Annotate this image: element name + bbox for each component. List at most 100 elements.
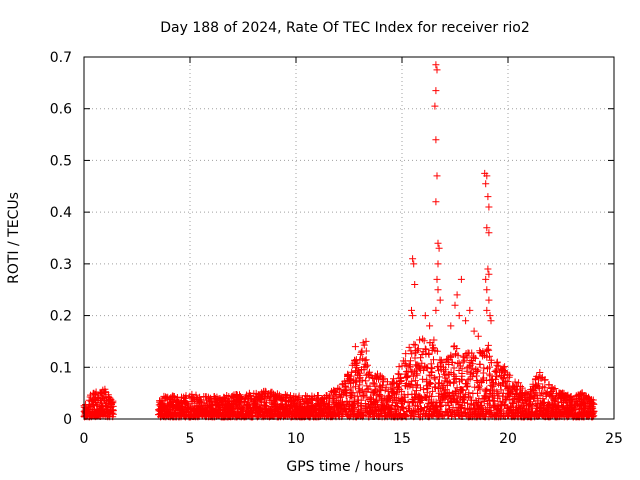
- data-point: [417, 354, 424, 362]
- data-point: [480, 364, 488, 372]
- data-point: [360, 341, 368, 349]
- data-point: [287, 392, 294, 400]
- data-point: [362, 363, 370, 371]
- data-point: [476, 385, 484, 393]
- data-point: [475, 382, 483, 390]
- data-point: [338, 391, 345, 399]
- data-point: [410, 340, 418, 348]
- data-point: [469, 360, 477, 368]
- data-point: [390, 375, 397, 383]
- data-point: [408, 306, 415, 314]
- grid-lines: [84, 57, 614, 419]
- data-point: [413, 387, 420, 395]
- data-point: [170, 393, 178, 400]
- data-point: [433, 347, 441, 355]
- data-point: [397, 377, 405, 385]
- data-point: [578, 389, 586, 397]
- data-point: [359, 392, 367, 400]
- data-point: [408, 377, 416, 385]
- data-point: [436, 296, 444, 304]
- data-point: [517, 383, 525, 390]
- data-point: [401, 398, 408, 406]
- data-point: [441, 365, 449, 373]
- data-point: [577, 390, 585, 398]
- data-point: [426, 322, 434, 330]
- data-point: [504, 378, 512, 385]
- data-point: [454, 351, 462, 359]
- data-point: [332, 392, 340, 400]
- data-point: [431, 102, 439, 110]
- data-point: [357, 401, 365, 409]
- data-point: [393, 389, 401, 397]
- data-point: [314, 392, 322, 399]
- data-point: [336, 386, 344, 394]
- data-point: [468, 364, 476, 372]
- data-point: [421, 345, 429, 353]
- data-point: [158, 397, 166, 405]
- data-point: [412, 390, 420, 398]
- data-point: [463, 382, 471, 390]
- data-point: [342, 387, 349, 395]
- data-point: [382, 383, 390, 391]
- data-point: [528, 401, 536, 409]
- data-point: [416, 336, 424, 344]
- data-point: [394, 402, 401, 410]
- data-point: [590, 400, 598, 408]
- data-point: [541, 384, 549, 392]
- data-point: [419, 375, 427, 383]
- data-point: [486, 363, 494, 371]
- data-point: [360, 391, 368, 399]
- data-point: [431, 375, 439, 383]
- x-tick-label: 10: [287, 431, 305, 447]
- data-point: [460, 398, 468, 406]
- data-point: [482, 180, 490, 188]
- data-point: [430, 374, 438, 382]
- data-point: [428, 369, 436, 376]
- data-point: [430, 336, 438, 344]
- data-point: [447, 352, 455, 360]
- data-point: [356, 381, 364, 389]
- data-point: [473, 377, 481, 384]
- data-point: [476, 360, 484, 368]
- data-point: [366, 394, 374, 402]
- data-point: [358, 376, 366, 384]
- data-point: [462, 317, 470, 325]
- data-point: [465, 363, 473, 371]
- data-point: [458, 365, 466, 373]
- data-point: [366, 368, 373, 376]
- data-point: [550, 386, 558, 394]
- data-point: [420, 386, 428, 394]
- data-point: [485, 229, 493, 237]
- data-point: [453, 345, 461, 353]
- y-tick-label: 0.3: [50, 257, 72, 273]
- data-point: [493, 358, 501, 366]
- y-tick-label: 0.7: [50, 50, 72, 66]
- data-point: [453, 407, 461, 415]
- data-point: [455, 312, 463, 320]
- data-point: [366, 382, 374, 390]
- data-point: [536, 369, 544, 376]
- data-point: [409, 255, 417, 263]
- data-point: [493, 388, 501, 396]
- data-point: [414, 345, 422, 353]
- data-point: [432, 198, 440, 206]
- data-point: [510, 400, 518, 407]
- data-point: [357, 348, 365, 356]
- data-point: [425, 380, 433, 388]
- data-point: [426, 380, 434, 388]
- data-point: [424, 385, 432, 392]
- y-axis-label: ROTI / TECUs: [6, 192, 22, 284]
- data-point: [343, 390, 351, 398]
- data-point: [457, 275, 465, 283]
- data-point: [411, 281, 419, 288]
- data-point: [418, 359, 426, 367]
- data-point: [483, 224, 491, 232]
- data-point: [395, 363, 403, 371]
- data-point: [438, 359, 446, 367]
- data-point: [434, 286, 442, 294]
- data-point: [483, 286, 491, 294]
- data-point: [485, 296, 493, 304]
- data-point: [504, 384, 512, 392]
- x-tick-label: 5: [186, 431, 195, 447]
- data-point: [470, 354, 478, 362]
